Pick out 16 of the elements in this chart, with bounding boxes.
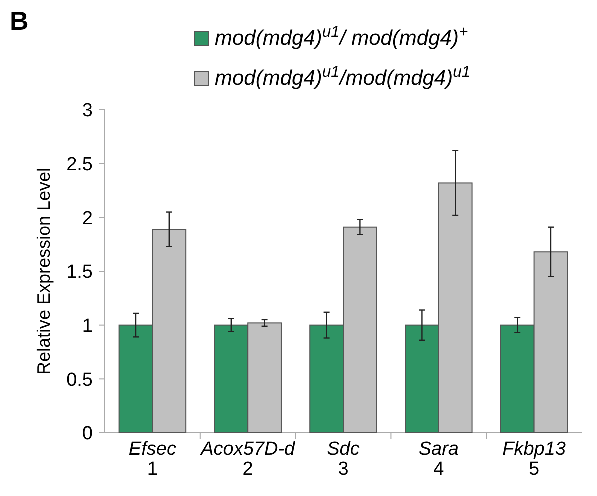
- x-tick-label: Sdc 3: [327, 439, 360, 480]
- y-tick-label: 3: [82, 100, 93, 122]
- y-tick-label: 1.5: [66, 262, 93, 284]
- legend-label: mod(mdg4)$^{u1}$/mod(mdg4)$^{u1}$: [215, 64, 471, 90]
- x-tick-label: Efsec 1: [128, 439, 177, 480]
- y-tick-label: 2: [82, 208, 93, 230]
- y-tick-label: 1: [82, 316, 93, 337]
- chart-title: B: [10, 6, 29, 36]
- x-tick-label: Acox57D-d 2: [200, 439, 297, 480]
- y-tick-label: 0: [82, 424, 93, 445]
- x-tick-label: Sara 4: [418, 439, 459, 480]
- y-tick-label: 2.5: [66, 154, 93, 176]
- y-axis-title: Relative Expression Level: [34, 168, 54, 376]
- legend-label: mod(mdg4)$^{u1}$/ mod(mdg4)$^{+}$: [215, 24, 468, 50]
- y-tick-label: 0.5: [66, 370, 93, 391]
- x-tick-label: Fkbp13 5: [502, 439, 566, 480]
